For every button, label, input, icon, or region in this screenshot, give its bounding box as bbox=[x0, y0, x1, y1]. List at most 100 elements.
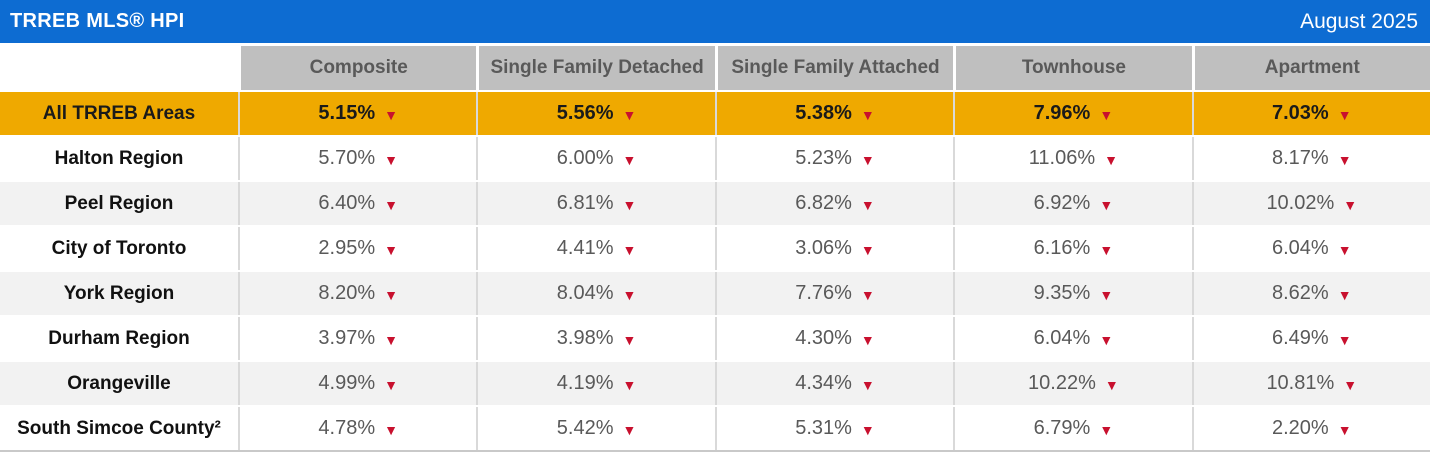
value-cell: 5.23% ▼ bbox=[714, 137, 954, 180]
value-text: 9.35% bbox=[1033, 282, 1091, 304]
value-text: 6.82% bbox=[795, 192, 852, 214]
value-cell: 4.78% ▼ bbox=[238, 407, 477, 450]
trend-down-icon: ▼ bbox=[1337, 286, 1352, 303]
trend-down-icon: ▼ bbox=[860, 196, 875, 213]
value-cell: 5.42% ▼ bbox=[476, 407, 715, 450]
value-text: 4.99% bbox=[318, 372, 376, 394]
value-text: 5.56% bbox=[556, 102, 614, 124]
trend-down-icon: ▼ bbox=[860, 241, 875, 258]
value-text: 6.79% bbox=[1033, 417, 1091, 439]
value-cell: 6.04% ▼ bbox=[953, 317, 1192, 360]
value-text: 2.95% bbox=[318, 237, 376, 259]
row-label: Durham Region bbox=[0, 317, 238, 360]
trend-down-icon: ▼ bbox=[1099, 286, 1114, 303]
value-cell: 4.99% ▼ bbox=[238, 362, 477, 405]
trend-down-icon: ▼ bbox=[860, 331, 875, 348]
value-text: 6.00% bbox=[556, 147, 614, 169]
trend-down-icon: ▼ bbox=[384, 151, 398, 168]
value-text: 5.38% bbox=[795, 102, 852, 124]
row-label: York Region bbox=[0, 272, 238, 315]
value-cell: 6.16% ▼ bbox=[953, 227, 1192, 270]
value-cell: 5.38% ▼ bbox=[714, 92, 954, 135]
value-cell: 3.06% ▼ bbox=[714, 227, 954, 270]
value-cell: 6.49% ▼ bbox=[1191, 317, 1430, 360]
column-header: Apartment bbox=[1191, 46, 1430, 90]
row-label: Orangeville bbox=[0, 362, 238, 405]
value-cell: 5.56% ▼ bbox=[476, 92, 715, 135]
value-text: 6.49% bbox=[1272, 327, 1329, 349]
value-cell: 3.97% ▼ bbox=[238, 317, 477, 360]
value-text: 4.78% bbox=[318, 417, 376, 439]
value-text: 5.42% bbox=[556, 417, 614, 439]
value-cell: 8.04% ▼ bbox=[476, 272, 715, 315]
trend-down-icon: ▼ bbox=[1099, 106, 1114, 123]
trend-down-icon: ▼ bbox=[384, 196, 398, 213]
row-label: South Simcoe County² bbox=[0, 407, 238, 450]
value-text: 10.02% bbox=[1266, 192, 1335, 214]
value-cell: 2.20% ▼ bbox=[1191, 407, 1430, 450]
trend-down-icon: ▼ bbox=[1104, 151, 1118, 168]
value-cell: 7.03% ▼ bbox=[1191, 92, 1430, 135]
value-text: 6.04% bbox=[1272, 237, 1329, 259]
trend-down-icon: ▼ bbox=[384, 106, 398, 123]
trend-down-icon: ▼ bbox=[860, 376, 875, 393]
trend-down-icon: ▼ bbox=[860, 421, 875, 438]
row-label: City of Toronto bbox=[0, 227, 238, 270]
value-cell: 5.31% ▼ bbox=[714, 407, 954, 450]
hpi-table: Composite Single Family Detached Single Fa… bbox=[0, 46, 1430, 452]
value-text: 4.30% bbox=[795, 327, 852, 349]
value-text: 5.70% bbox=[318, 147, 376, 169]
trend-down-icon: ▼ bbox=[384, 421, 398, 438]
row-label: Peel Region bbox=[0, 182, 238, 225]
value-text: 4.34% bbox=[795, 372, 852, 394]
value-cell: 6.82% ▼ bbox=[714, 182, 954, 225]
value-cell: 2.95% ▼ bbox=[238, 227, 477, 270]
value-cell: 4.41% ▼ bbox=[476, 227, 715, 270]
value-cell: 3.98% ▼ bbox=[476, 317, 715, 360]
value-text: 6.40% bbox=[318, 192, 376, 214]
value-cell: 7.96% ▼ bbox=[953, 92, 1192, 135]
trend-down-icon: ▼ bbox=[860, 106, 875, 123]
column-header: Composite bbox=[238, 46, 477, 90]
value-text: 3.06% bbox=[795, 237, 852, 259]
value-cell: 8.17% ▼ bbox=[1191, 137, 1430, 180]
value-text: 7.96% bbox=[1033, 102, 1091, 124]
value-cell: 9.35% ▼ bbox=[953, 272, 1192, 315]
value-cell: 6.40% ▼ bbox=[238, 182, 477, 225]
value-text: 8.62% bbox=[1272, 282, 1329, 304]
value-cell: 8.20% ▼ bbox=[238, 272, 477, 315]
value-cell: 6.00% ▼ bbox=[476, 137, 715, 180]
value-text: 11.06% bbox=[1028, 147, 1096, 169]
value-cell: 10.02% ▼ bbox=[1191, 182, 1430, 225]
value-text: 7.76% bbox=[795, 282, 852, 304]
column-header: Single Family Attached bbox=[714, 46, 954, 90]
value-text: 5.23% bbox=[795, 147, 852, 169]
value-cell: 10.81% ▼ bbox=[1191, 362, 1430, 405]
value-text: 4.19% bbox=[556, 372, 614, 394]
column-header: Single Family Detached bbox=[476, 46, 715, 90]
report-date: August 2025 bbox=[1300, 9, 1418, 33]
value-cell: 4.19% ▼ bbox=[476, 362, 715, 405]
value-text: 10.22% bbox=[1028, 372, 1096, 394]
value-cell: 5.70% ▼ bbox=[238, 137, 477, 180]
trend-down-icon: ▼ bbox=[860, 151, 875, 168]
titlebar: TRREB MLS® HPI August 2025 bbox=[0, 0, 1430, 43]
trend-down-icon: ▼ bbox=[1104, 376, 1119, 393]
value-text: 3.98% bbox=[556, 327, 614, 349]
trend-down-icon: ▼ bbox=[1099, 196, 1114, 213]
trend-down-icon: ▼ bbox=[622, 151, 637, 168]
value-text: 7.03% bbox=[1272, 102, 1329, 124]
row-label: All TRREB Areas bbox=[0, 92, 238, 135]
value-cell: 4.34% ▼ bbox=[714, 362, 954, 405]
value-cell: 6.79% ▼ bbox=[953, 407, 1192, 450]
trend-down-icon: ▼ bbox=[622, 421, 637, 438]
trend-down-icon: ▼ bbox=[1337, 331, 1352, 348]
trend-down-icon: ▼ bbox=[1099, 331, 1114, 348]
value-text: 6.04% bbox=[1033, 327, 1091, 349]
trend-down-icon: ▼ bbox=[622, 286, 637, 303]
value-cell: 11.06% ▼ bbox=[953, 137, 1192, 180]
trend-down-icon: ▼ bbox=[622, 196, 637, 213]
trend-down-icon: ▼ bbox=[384, 286, 398, 303]
corner-cell bbox=[0, 46, 238, 90]
